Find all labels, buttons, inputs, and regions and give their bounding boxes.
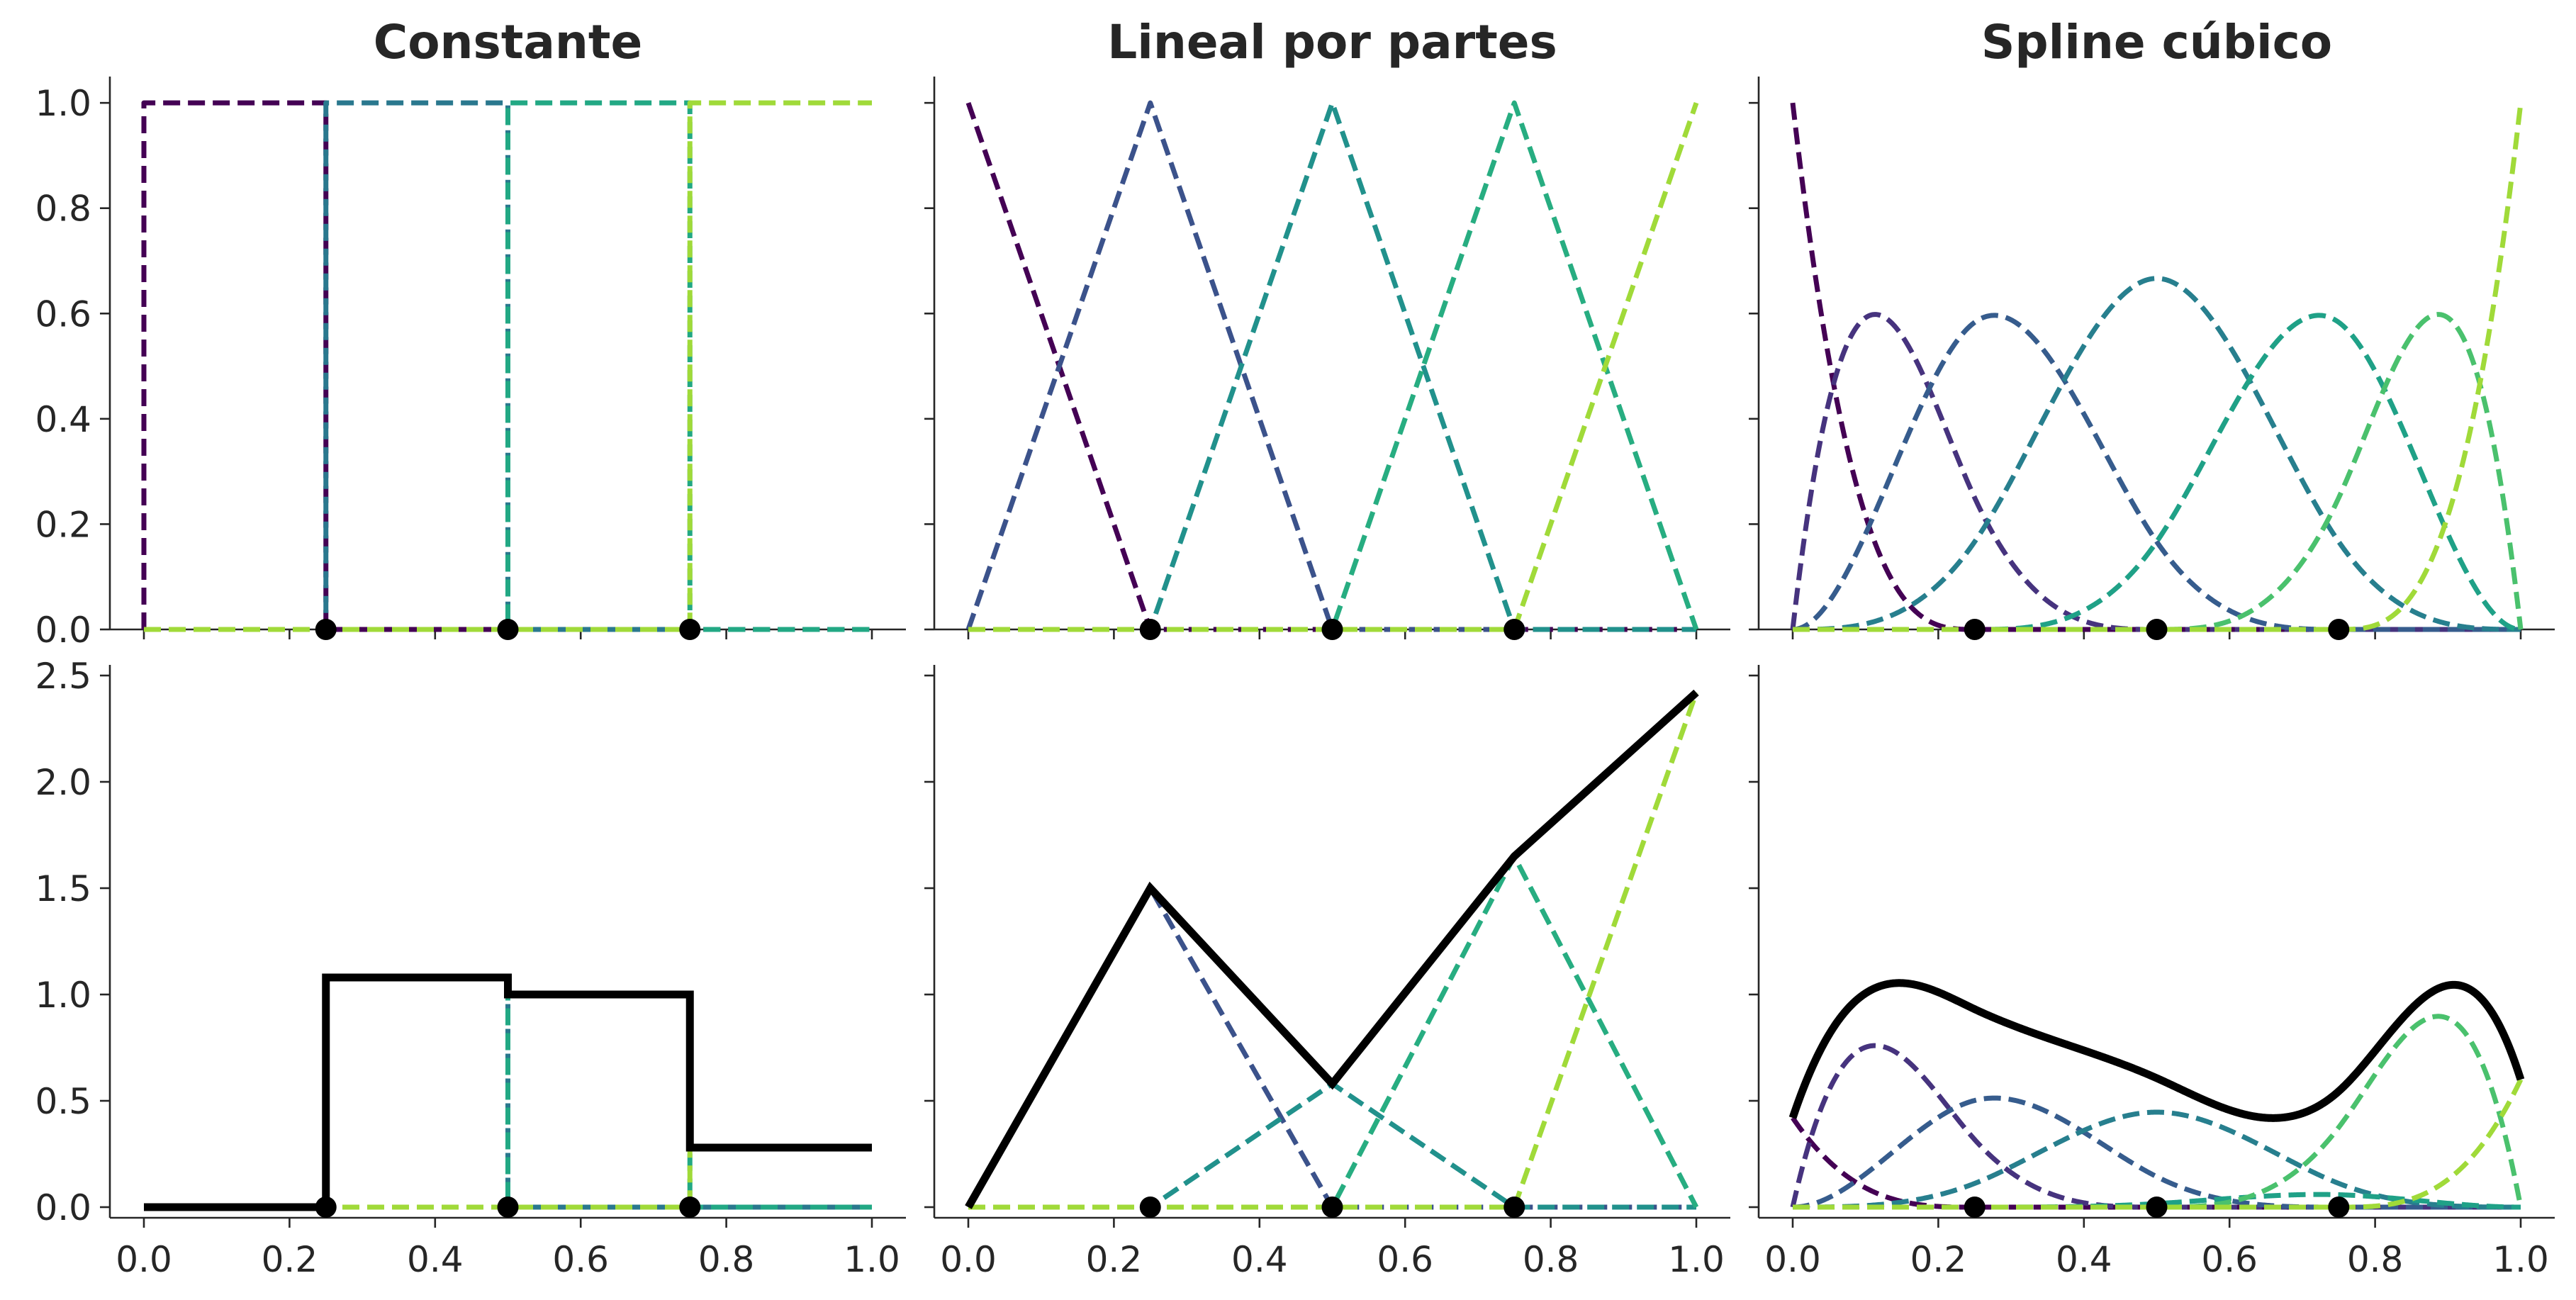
basis-function-line	[1791, 102, 2524, 632]
basis-function-line	[968, 100, 1699, 632]
basis-function-line	[965, 101, 1696, 632]
knot-marker	[497, 1197, 519, 1218]
basis-function-line	[144, 100, 872, 632]
x-tick-label: 0.8	[698, 1239, 755, 1280]
knot-marker	[2328, 619, 2350, 640]
knot-marker	[1503, 1197, 1525, 1218]
knot-marker	[1964, 1197, 1986, 1218]
basis-function-line	[968, 100, 1696, 632]
basis-function-line	[1790, 312, 2523, 632]
x-tick-label: 0.4	[2056, 1239, 2112, 1280]
x-tick-label: 0.4	[407, 1239, 464, 1280]
knot-marker	[1964, 619, 1986, 640]
x-tick-label: 1.0	[1668, 1239, 1725, 1280]
x-tick-label: 0.2	[1910, 1239, 1967, 1280]
y-tick-label: 1.0	[35, 83, 91, 124]
x-tick-label: 0.6	[2201, 1239, 2258, 1280]
subplot: 0.0 0.2 0.4 0.6 0.8 1.0 Constante	[35, 15, 906, 651]
x-tick-label: 0.8	[1523, 1239, 1579, 1280]
knot-marker	[1503, 619, 1525, 640]
subplot: 0.0 0.2 0.4 0.6 0.8 1.0	[1749, 665, 2555, 1280]
subplot: 0.0 0.2 0.4 0.6 0.8 1.0	[924, 665, 1730, 1280]
y-tick-label: 2.5	[35, 656, 91, 697]
knot-marker	[1139, 1197, 1161, 1218]
subplot-title: Lineal por partes	[1107, 15, 1557, 69]
basis-function-line	[1791, 313, 2523, 632]
subplot: 0.0 0.2 0.4 0.6 0.8 1.0 0.0 0.5 1.0 1.5 2.0 2.5	[35, 656, 906, 1280]
x-tick-label: 0.0	[1764, 1239, 1821, 1280]
subplot-grid: 0.0 0.2 0.4 0.6 0.8 1.0 Constante Lineal por pa…	[35, 15, 2555, 1280]
y-tick-label: 0.0	[35, 610, 91, 651]
weighted-sum-line	[144, 973, 872, 1211]
basis-function-line	[1790, 1043, 2523, 1210]
knot-marker	[315, 619, 337, 640]
x-tick-label: 0.4	[1231, 1239, 1288, 1280]
knot-marker	[2328, 1197, 2350, 1218]
x-tick-label: 0.8	[2347, 1239, 2404, 1280]
basis-function-line	[965, 100, 1696, 632]
knot-marker	[679, 619, 701, 640]
basis-function-line	[1791, 312, 2524, 632]
basis-function-line	[965, 885, 1696, 1210]
knot-marker	[1321, 619, 1343, 640]
knot-marker	[315, 1197, 337, 1218]
x-tick-label: 0.6	[1377, 1239, 1433, 1280]
x-tick-label: 0.2	[262, 1239, 318, 1280]
x-tick-label: 1.0	[844, 1239, 900, 1280]
knot-marker	[1321, 1197, 1343, 1218]
subplot: Spline cúbico	[1749, 15, 2555, 640]
y-tick-label: 1.0	[35, 975, 91, 1016]
basis-function-line	[1790, 102, 2523, 632]
knot-marker	[2146, 619, 2168, 640]
knot-marker	[679, 1197, 701, 1218]
knot-marker	[1139, 619, 1161, 640]
basis-function-line	[968, 691, 1699, 1210]
knot-marker	[2146, 1197, 2168, 1218]
weighted-sum-line	[965, 689, 1699, 1209]
x-tick-label: 0.6	[552, 1239, 609, 1280]
y-tick-label: 0.5	[35, 1081, 91, 1122]
basis-function-line	[968, 101, 1699, 632]
basis-function-line	[968, 1081, 1696, 1210]
y-tick-label: 0.6	[35, 293, 91, 335]
y-tick-label: 0.8	[35, 189, 91, 230]
subplot-title: Spline cúbico	[1981, 15, 2332, 69]
basis-function-line	[968, 853, 1699, 1210]
basis-function-line	[144, 992, 872, 1210]
basis-function-line	[1791, 1116, 2523, 1210]
y-tick-label: 0.2	[35, 504, 91, 545]
weighted-sum-line	[1788, 979, 2525, 1122]
x-tick-label: 1.0	[2492, 1239, 2549, 1280]
y-tick-label: 0.4	[35, 399, 91, 440]
y-tick-label: 0.0	[35, 1187, 91, 1228]
knot-marker	[497, 619, 519, 640]
x-tick-label: 0.0	[940, 1239, 997, 1280]
x-tick-label: 0.2	[1086, 1239, 1143, 1280]
basis-function-line	[1791, 276, 2523, 632]
x-tick-label: 0.0	[116, 1239, 172, 1280]
subplot: Lineal por partes	[924, 15, 1730, 640]
basis-function-line	[1791, 1109, 2523, 1210]
y-tick-label: 1.5	[35, 868, 91, 909]
subplot-title: Constante	[374, 15, 642, 69]
y-tick-label: 2.0	[35, 762, 91, 803]
basis-function-line	[1791, 313, 2523, 632]
